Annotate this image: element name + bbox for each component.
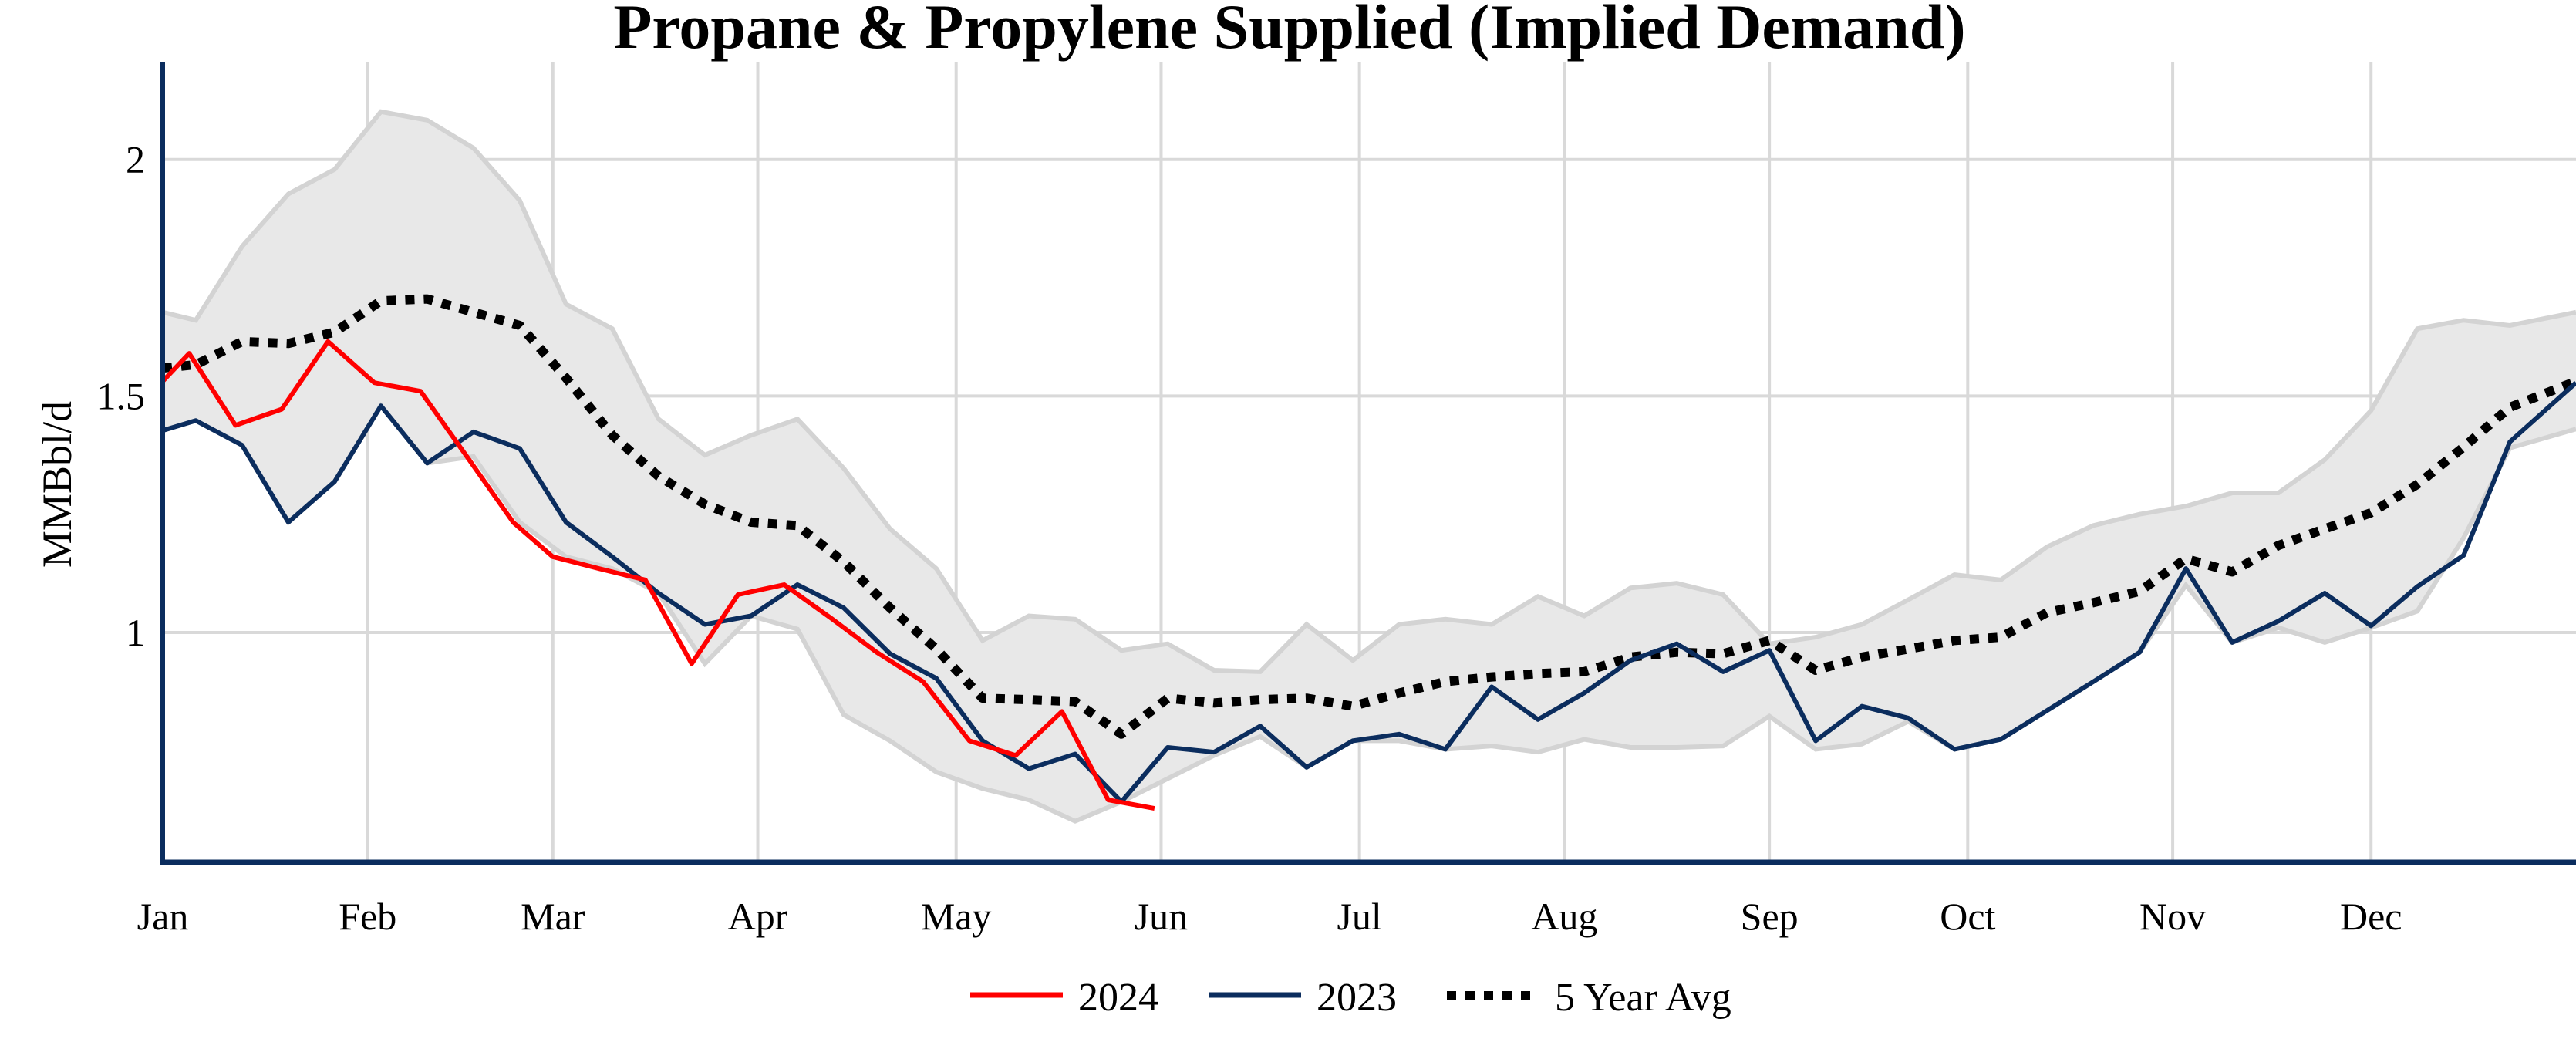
legend-label-2023: 2023 bbox=[1317, 976, 1397, 1020]
x-tick-label-sep: Sep bbox=[1741, 895, 1799, 938]
x-tick-label-oct: Oct bbox=[1940, 895, 1995, 938]
series-lines bbox=[160, 294, 2576, 811]
x-tick-label-feb: Feb bbox=[339, 895, 396, 938]
x-tick-label-mar: Mar bbox=[521, 895, 585, 938]
x-tick-label-jan: Jan bbox=[137, 895, 189, 938]
gridlines bbox=[163, 62, 2576, 862]
x-tick-label-jul: Jul bbox=[1337, 895, 1381, 938]
x-tick-label-nov: Nov bbox=[2139, 895, 2206, 938]
range-band-upper bbox=[162, 109, 2576, 674]
y-axis-label: MMBbl/d bbox=[34, 401, 80, 568]
x-tick-label-aug: Aug bbox=[1531, 895, 1597, 938]
legend-label-2024: 2024 bbox=[1078, 976, 1158, 1020]
x-tick-label-apr: Apr bbox=[728, 895, 788, 938]
series-2023-line bbox=[162, 380, 2576, 804]
chart-title: Propane & Propylene Supplied (Implied De… bbox=[613, 0, 1965, 62]
range-band-fill bbox=[163, 111, 2576, 821]
legend: 2024 2023 5 Year Avg bbox=[970, 976, 1731, 1020]
series-2024-line bbox=[160, 339, 1155, 811]
axes bbox=[160, 62, 2576, 865]
x-tick-label-dec: Dec bbox=[2340, 895, 2402, 938]
x-tick-label-jun: Jun bbox=[1135, 895, 1188, 938]
legend-label-5-year-avg: 5 Year Avg bbox=[1555, 976, 1731, 1020]
y-tick-label: 1 bbox=[126, 611, 145, 654]
y-tick-label: 1.5 bbox=[97, 374, 146, 417]
tick-labels: Jan Feb Mar Apr May Jun Jul Aug Sep Oct Nov Dec 1 1.5… bbox=[97, 138, 2402, 938]
five-year-range-band bbox=[162, 109, 2576, 824]
x-tick-label-may: May bbox=[921, 895, 992, 938]
y-tick-label: 2 bbox=[126, 138, 145, 181]
